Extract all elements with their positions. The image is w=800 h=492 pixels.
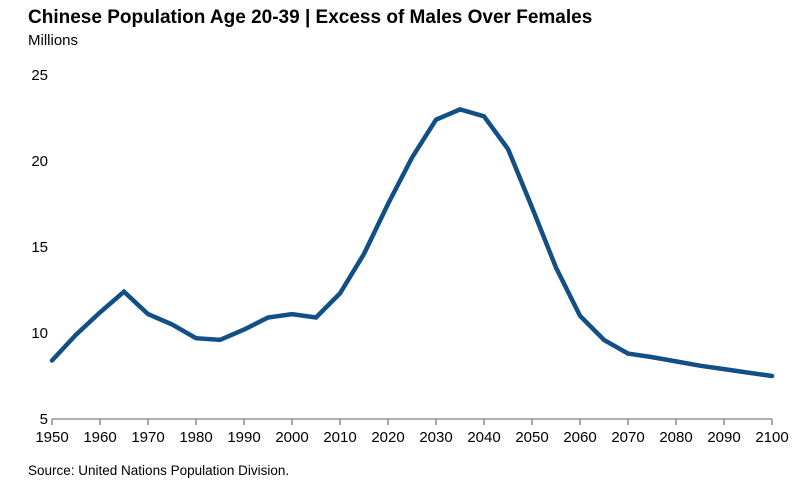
x-axis-tick-label: 2010 [323, 429, 356, 446]
line-series [49, 107, 775, 379]
x-axis-tick-label: 2100 [755, 429, 788, 446]
chart-subtitle: Millions [28, 32, 79, 49]
chart-title: Chinese Population Age 20-39 | Excess of… [28, 7, 593, 28]
x-axis-tick-label: 1950 [35, 429, 68, 446]
y-axis-tick-label: 25 [31, 67, 48, 84]
x-axis-tick-label: 1980 [179, 429, 212, 446]
x-axis-tick-label: 1990 [227, 429, 260, 446]
x-axis-tick-label: 2030 [419, 429, 452, 446]
y-axis-tick-label: 10 [31, 325, 48, 342]
x-axis-tick-label: 1970 [131, 429, 164, 446]
x-axis-tick-label: 2060 [563, 429, 596, 446]
x-axis-tick-label: 2000 [275, 429, 308, 446]
x-axis-tick-label: 2090 [707, 429, 740, 446]
x-axis-tick-label: 2070 [611, 429, 644, 446]
y-axis-tick-label: 5 [40, 411, 48, 428]
x-axis-tick-label: 2050 [515, 429, 548, 446]
source-text: Source: United Nations Population Divisi… [28, 463, 290, 478]
x-axis-tick-label: 1960 [83, 429, 116, 446]
y-axis-tick-label: 20 [31, 153, 48, 170]
x-axis-tick-label: 2020 [371, 429, 404, 446]
y-axis-tick-label: 15 [31, 239, 48, 256]
x-axis-tick-label: 2040 [467, 429, 500, 446]
x-axis-tick-label: 2080 [659, 429, 692, 446]
